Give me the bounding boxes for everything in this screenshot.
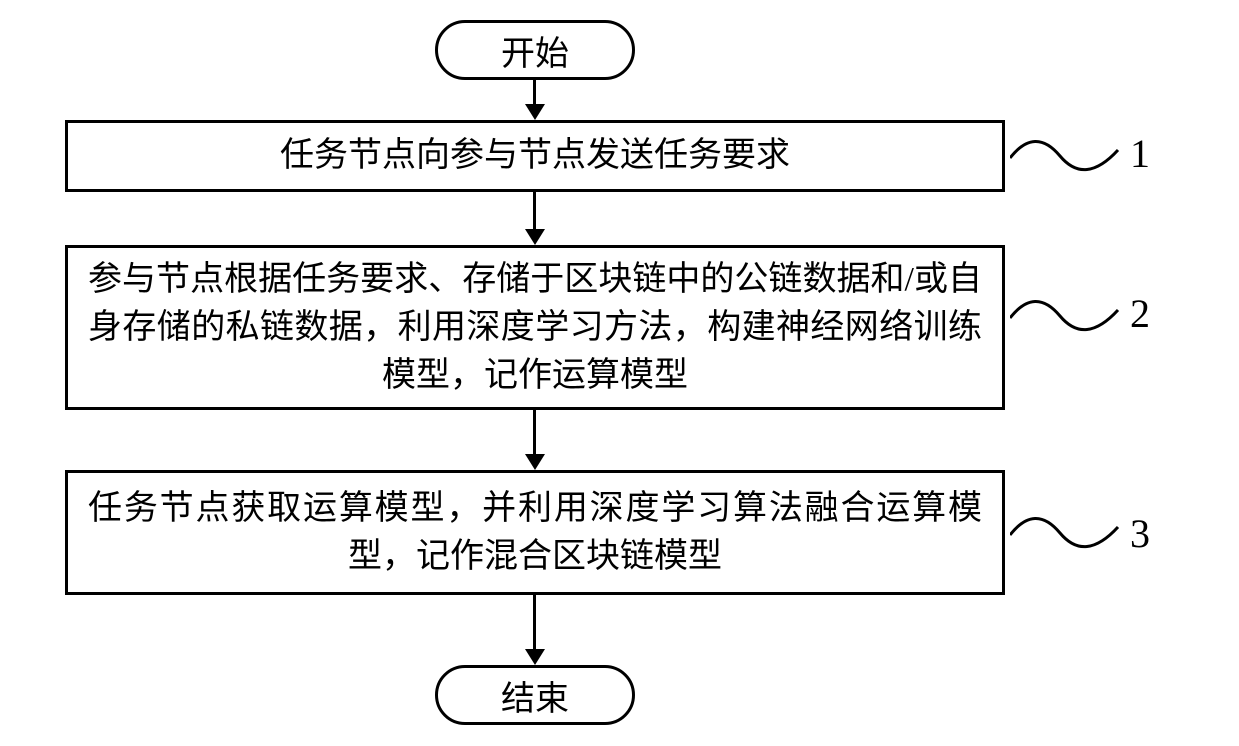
process-step-1: 任务节点向参与节点发送任务要求 bbox=[65, 120, 1005, 192]
terminal-start: 开始 bbox=[435, 20, 635, 80]
terminal-end: 结束 bbox=[435, 665, 635, 725]
squiggle-2 bbox=[1010, 288, 1120, 343]
process-step-2-text: 参与节点根据任务要求、存储于区块链中的公链数据和/或自身存储的私链数据，利用深度… bbox=[68, 256, 1002, 400]
arrow-3-line bbox=[533, 410, 536, 458]
flowchart-canvas: 开始 任务节点向参与节点发送任务要求 1 参与节点根据任务要求、存储于区块链中的… bbox=[0, 0, 1239, 746]
process-step-1-text: 任务节点向参与节点发送任务要求 bbox=[260, 136, 810, 176]
process-step-3: 任务节点获取运算模型，并利用深度学习算法融合运算模型，记作混合区块链模型 bbox=[65, 470, 1005, 595]
terminal-end-label: 结束 bbox=[501, 671, 569, 720]
process-step-2: 参与节点根据任务要求、存储于区块链中的公链数据和/或自身存储的私链数据，利用深度… bbox=[65, 245, 1005, 410]
step-number-1: 1 bbox=[1130, 130, 1150, 177]
process-step-3-text: 任务节点获取运算模型，并利用深度学习算法融合运算模型，记作混合区块链模型 bbox=[68, 485, 1002, 581]
arrow-3-head bbox=[525, 454, 545, 470]
arrow-1-head bbox=[525, 104, 545, 120]
step-number-2: 2 bbox=[1130, 290, 1150, 337]
squiggle-1 bbox=[1010, 128, 1120, 183]
squiggle-3 bbox=[1010, 505, 1120, 560]
arrow-2-head bbox=[525, 229, 545, 245]
step-number-3: 3 bbox=[1130, 510, 1150, 557]
terminal-start-label: 开始 bbox=[501, 26, 569, 75]
arrow-4-head bbox=[525, 649, 545, 665]
arrow-2-line bbox=[533, 192, 536, 233]
arrow-4-line bbox=[533, 595, 536, 653]
